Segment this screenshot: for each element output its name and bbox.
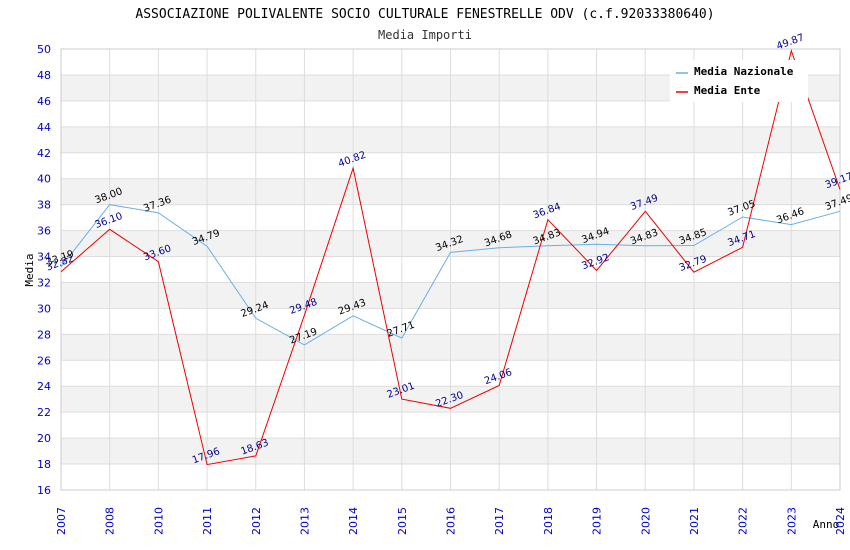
y-tick-label: 30 [37, 302, 51, 315]
y-axis-ticks: 16 18 20 22 24 26 28 30 32 34 36 38 40 42 44 46 48 50 [37, 43, 51, 497]
x-tick-label: 2022 [737, 507, 750, 535]
legend-label-media-ente: Media Ente [694, 84, 761, 97]
y-tick-label: 46 [37, 95, 51, 108]
legend-label-media-nazionale: Media Nazionale [694, 65, 794, 78]
x-tick-label: 2008 [104, 507, 117, 535]
x-tick-label: 2014 [347, 507, 360, 535]
x-tick-label: 2024 [834, 507, 847, 535]
series-lines [60, 48, 841, 466]
chart-title: ASSOCIAZIONE POLIVALENTE SOCIO CULTURALE… [135, 7, 714, 22]
y-tick-label: 36 [37, 225, 51, 238]
x-tick-label: 2016 [445, 507, 458, 535]
plot-area [60, 48, 841, 491]
x-tick-label: 2012 [250, 507, 263, 535]
y-tick-label: 18 [37, 458, 51, 471]
y-tick-label: 44 [37, 121, 51, 134]
y-tick-label: 22 [37, 406, 51, 419]
data-label: 36.46 [775, 206, 806, 226]
y-tick-label: 40 [37, 173, 51, 186]
series-line-media-ente [60, 48, 841, 466]
y-tick-label: 16 [37, 484, 51, 497]
legend-box [670, 60, 808, 102]
x-tick-label: 2023 [785, 507, 798, 535]
y-tick-label: 24 [37, 380, 51, 393]
y-tick-label: 48 [37, 69, 51, 82]
x-tick-label: 2007 [55, 507, 68, 535]
data-label: 36.10 [93, 211, 124, 231]
y-axis-label: Media [23, 253, 36, 286]
y-tick-label: 50 [37, 43, 51, 56]
x-tick-label: 2020 [639, 507, 652, 535]
series-line-media-nazionale [60, 204, 841, 346]
data-label: 24.06 [483, 367, 514, 387]
y-tick-label: 20 [37, 432, 51, 445]
y-tick-label: 26 [37, 354, 51, 367]
x-tick-label: 2015 [396, 507, 409, 535]
x-tick-label: 2011 [201, 507, 214, 535]
y-tick-label: 42 [37, 147, 51, 160]
grid-lines [60, 48, 841, 491]
y-tick-label: 34 [37, 251, 51, 264]
x-tick-label: 2010 [152, 507, 165, 535]
legend: Media Nazionale Media Ente [670, 60, 808, 102]
x-tick-label: 2021 [688, 507, 701, 535]
y-tick-label: 38 [37, 199, 51, 212]
x-tick-label: 2019 [591, 507, 604, 535]
x-axis-ticks: 2007 2008 2010 2011 2012 2013 2014 2015 2016 2017… [55, 507, 847, 535]
x-tick-label: 2017 [493, 507, 506, 535]
y-tick-label: 32 [37, 276, 51, 289]
x-axis-label: Anno [813, 518, 840, 531]
x-tick-label: 2018 [542, 507, 555, 535]
chart-subtitle: Media Importi [378, 28, 472, 42]
y-tick-label: 28 [37, 328, 51, 341]
x-tick-label: 2013 [298, 507, 311, 535]
